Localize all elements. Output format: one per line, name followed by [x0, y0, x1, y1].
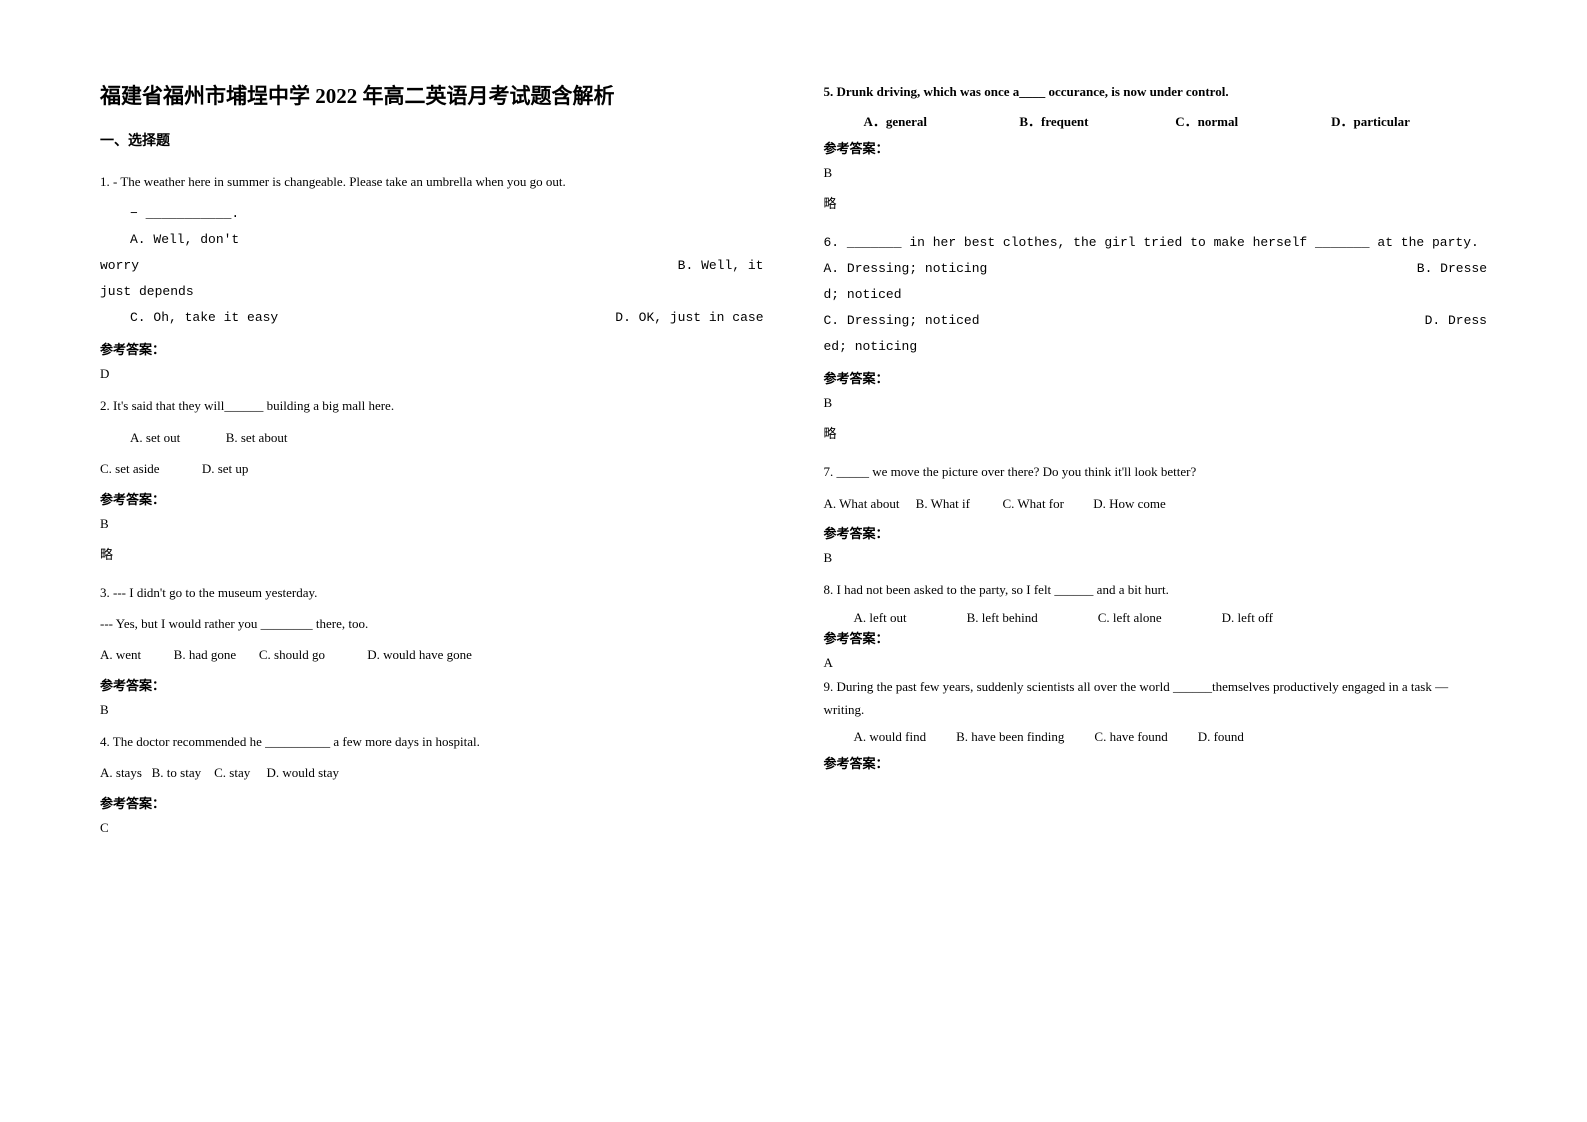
q1-row2: C. Oh, take it easy D. OK, just in case [100, 305, 764, 331]
q1-optD: D. OK, just in case [615, 305, 763, 331]
q1-optB: B. Well, it [678, 253, 764, 279]
q3-answer-label: 参考答案： [100, 675, 764, 694]
q7-options: A. What about B. What if C. What for D. … [824, 492, 1488, 515]
q1-row1: worry B. Well, it [100, 253, 764, 279]
q8-answer-label: 参考答案： [824, 628, 1488, 647]
q8-optA: A. left out [854, 610, 907, 626]
q1-optA: A. Well, don't [100, 227, 764, 253]
q5-explanation: 略 [824, 193, 1488, 212]
q6-optB-suffix: d; noticed [824, 282, 1488, 308]
section-header: 一、选择题 [100, 130, 764, 150]
q2-answer-label: 参考答案： [100, 489, 764, 508]
q9-optD: D. found [1198, 729, 1244, 745]
q8-optB: B. left behind [967, 610, 1038, 626]
q6-optD-prefix: D. Dress [1425, 308, 1487, 334]
q5-answer-label: 参考答案： [824, 138, 1488, 157]
q1-worry: worry [100, 253, 139, 279]
q8-optD: D. left off [1222, 610, 1273, 626]
q4-options: A. stays B. to stay C. stay D. would sta… [100, 761, 764, 784]
q6-optC: C. Dressing; noticed [824, 308, 980, 334]
q2-text: 2. It's said that they will______ buildi… [100, 394, 764, 417]
q6-row2: C. Dressing; noticed D. Dress [824, 308, 1488, 334]
q6-optD-suffix: ed; noticing [824, 334, 1488, 360]
page-container: 福建省福州市埔埕中学 2022 年高二英语月考试题含解析 一、选择题 1. - … [0, 0, 1587, 888]
q9-optB: B. have been finding [956, 729, 1064, 745]
exam-title: 福建省福州市埔埕中学 2022 年高二英语月考试题含解析 [100, 80, 764, 110]
q2-answer: B [100, 516, 764, 532]
q9-optC: C. have found [1094, 729, 1167, 745]
q3-answer: B [100, 702, 764, 718]
q9-answer-label: 参考答案： [824, 753, 1488, 772]
q6-answer-label: 参考答案： [824, 368, 1488, 387]
q1-depends: just depends [100, 279, 764, 305]
left-column: 福建省福州市埔埕中学 2022 年高二英语月考试题含解析 一、选择题 1. - … [100, 80, 764, 848]
q6-explanation: 略 [824, 423, 1488, 442]
q8-answer: A [824, 655, 1488, 671]
q5-optB: B．frequent [1019, 111, 1175, 130]
q1-text: 1. - The weather here in summer is chang… [100, 170, 764, 193]
q6-answer: B [824, 395, 1488, 411]
q2-optCD: C. set aside D. set up [100, 457, 764, 480]
q6-optA: A. Dressing; noticing [824, 256, 988, 282]
q7-text: 7. _____ we move the picture over there?… [824, 460, 1488, 483]
q9-text: 9. During the past few years, suddenly s… [824, 675, 1488, 722]
q6-text: 6. _______ in her best clothes, the girl… [824, 230, 1488, 256]
q5-optD: D．particular [1331, 111, 1487, 130]
q5-optC: C．normal [1175, 111, 1331, 130]
q4-answer: C [100, 820, 764, 836]
q8-options: A. left out B. left behind C. left alone… [824, 610, 1488, 626]
q6-row1: A. Dressing; noticing B. Dresse [824, 256, 1488, 282]
q1-answer: D [100, 366, 764, 382]
right-column: 5. Drunk driving, which was once a____ o… [824, 80, 1488, 848]
q3-text2: --- Yes, but I would rather you ________… [100, 612, 764, 635]
q2-optAB: A. set out B. set about [100, 426, 764, 449]
q1-dash: − ___________. [100, 201, 764, 227]
q4-text: 4. The doctor recommended he __________ … [100, 730, 764, 753]
q7-answer: B [824, 550, 1488, 566]
q1-optC: C. Oh, take it easy [100, 305, 278, 331]
q1-answer-label: 参考答案： [100, 339, 764, 358]
q7-answer-label: 参考答案： [824, 523, 1488, 542]
q3-text1: 3. --- I didn't go to the museum yesterd… [100, 581, 764, 604]
q9-options: A. would find B. have been finding C. ha… [824, 729, 1488, 745]
q5-options: A．general B．frequent C．normal D．particul… [824, 111, 1488, 130]
q8-text: 8. I had not been asked to the party, so… [824, 578, 1488, 601]
q2-explanation: 略 [100, 544, 764, 563]
q3-options: A. went B. had gone C. should go D. woul… [100, 643, 764, 666]
q5-optA: A．general [864, 111, 1020, 130]
q9-optA: A. would find [854, 729, 927, 745]
q8-optC: C. left alone [1098, 610, 1162, 626]
q6-optB-prefix: B. Dresse [1417, 256, 1487, 282]
q5-answer: B [824, 165, 1488, 181]
q4-answer-label: 参考答案： [100, 793, 764, 812]
q5-text: 5. Drunk driving, which was once a____ o… [824, 80, 1488, 103]
